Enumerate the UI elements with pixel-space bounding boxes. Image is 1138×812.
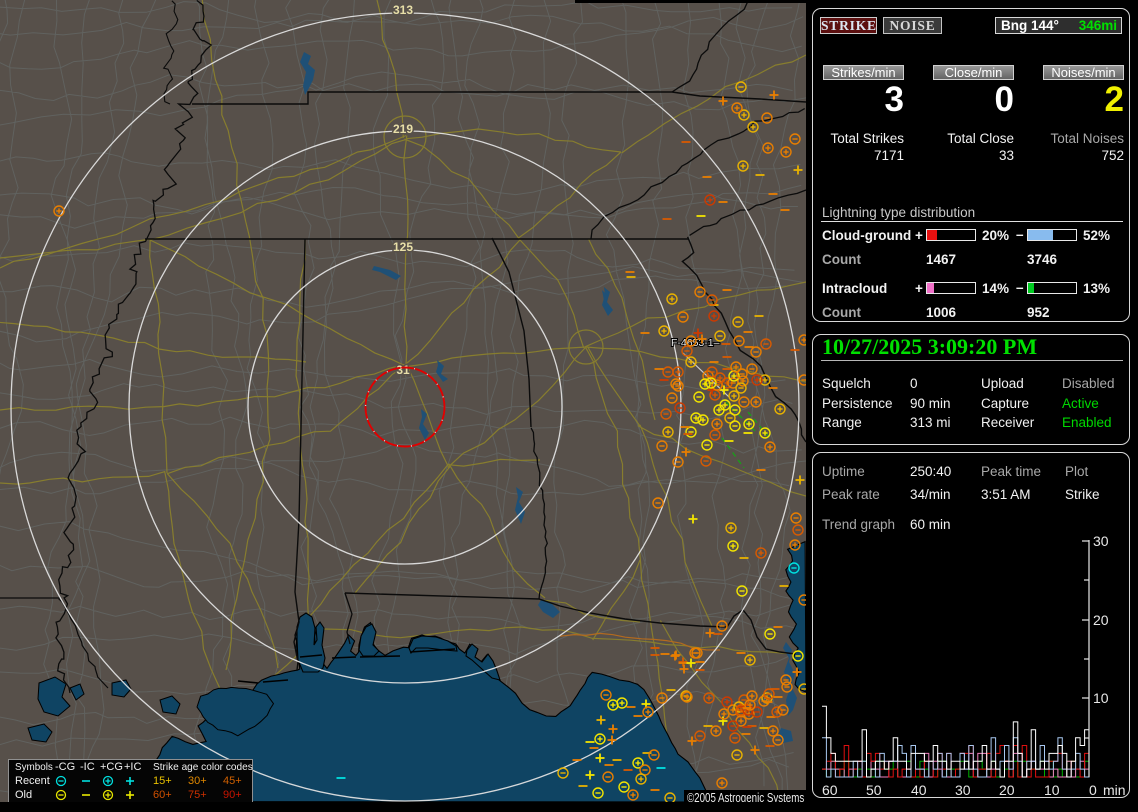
- svg-text:31: 31: [396, 363, 410, 377]
- svg-text:20: 20: [1093, 612, 1109, 628]
- svg-text:10: 10: [1093, 690, 1109, 706]
- svg-text:219: 219: [393, 122, 413, 136]
- svg-text:125: 125: [393, 240, 413, 254]
- svg-text:313: 313: [393, 3, 413, 17]
- svg-text:30: 30: [1093, 536, 1109, 549]
